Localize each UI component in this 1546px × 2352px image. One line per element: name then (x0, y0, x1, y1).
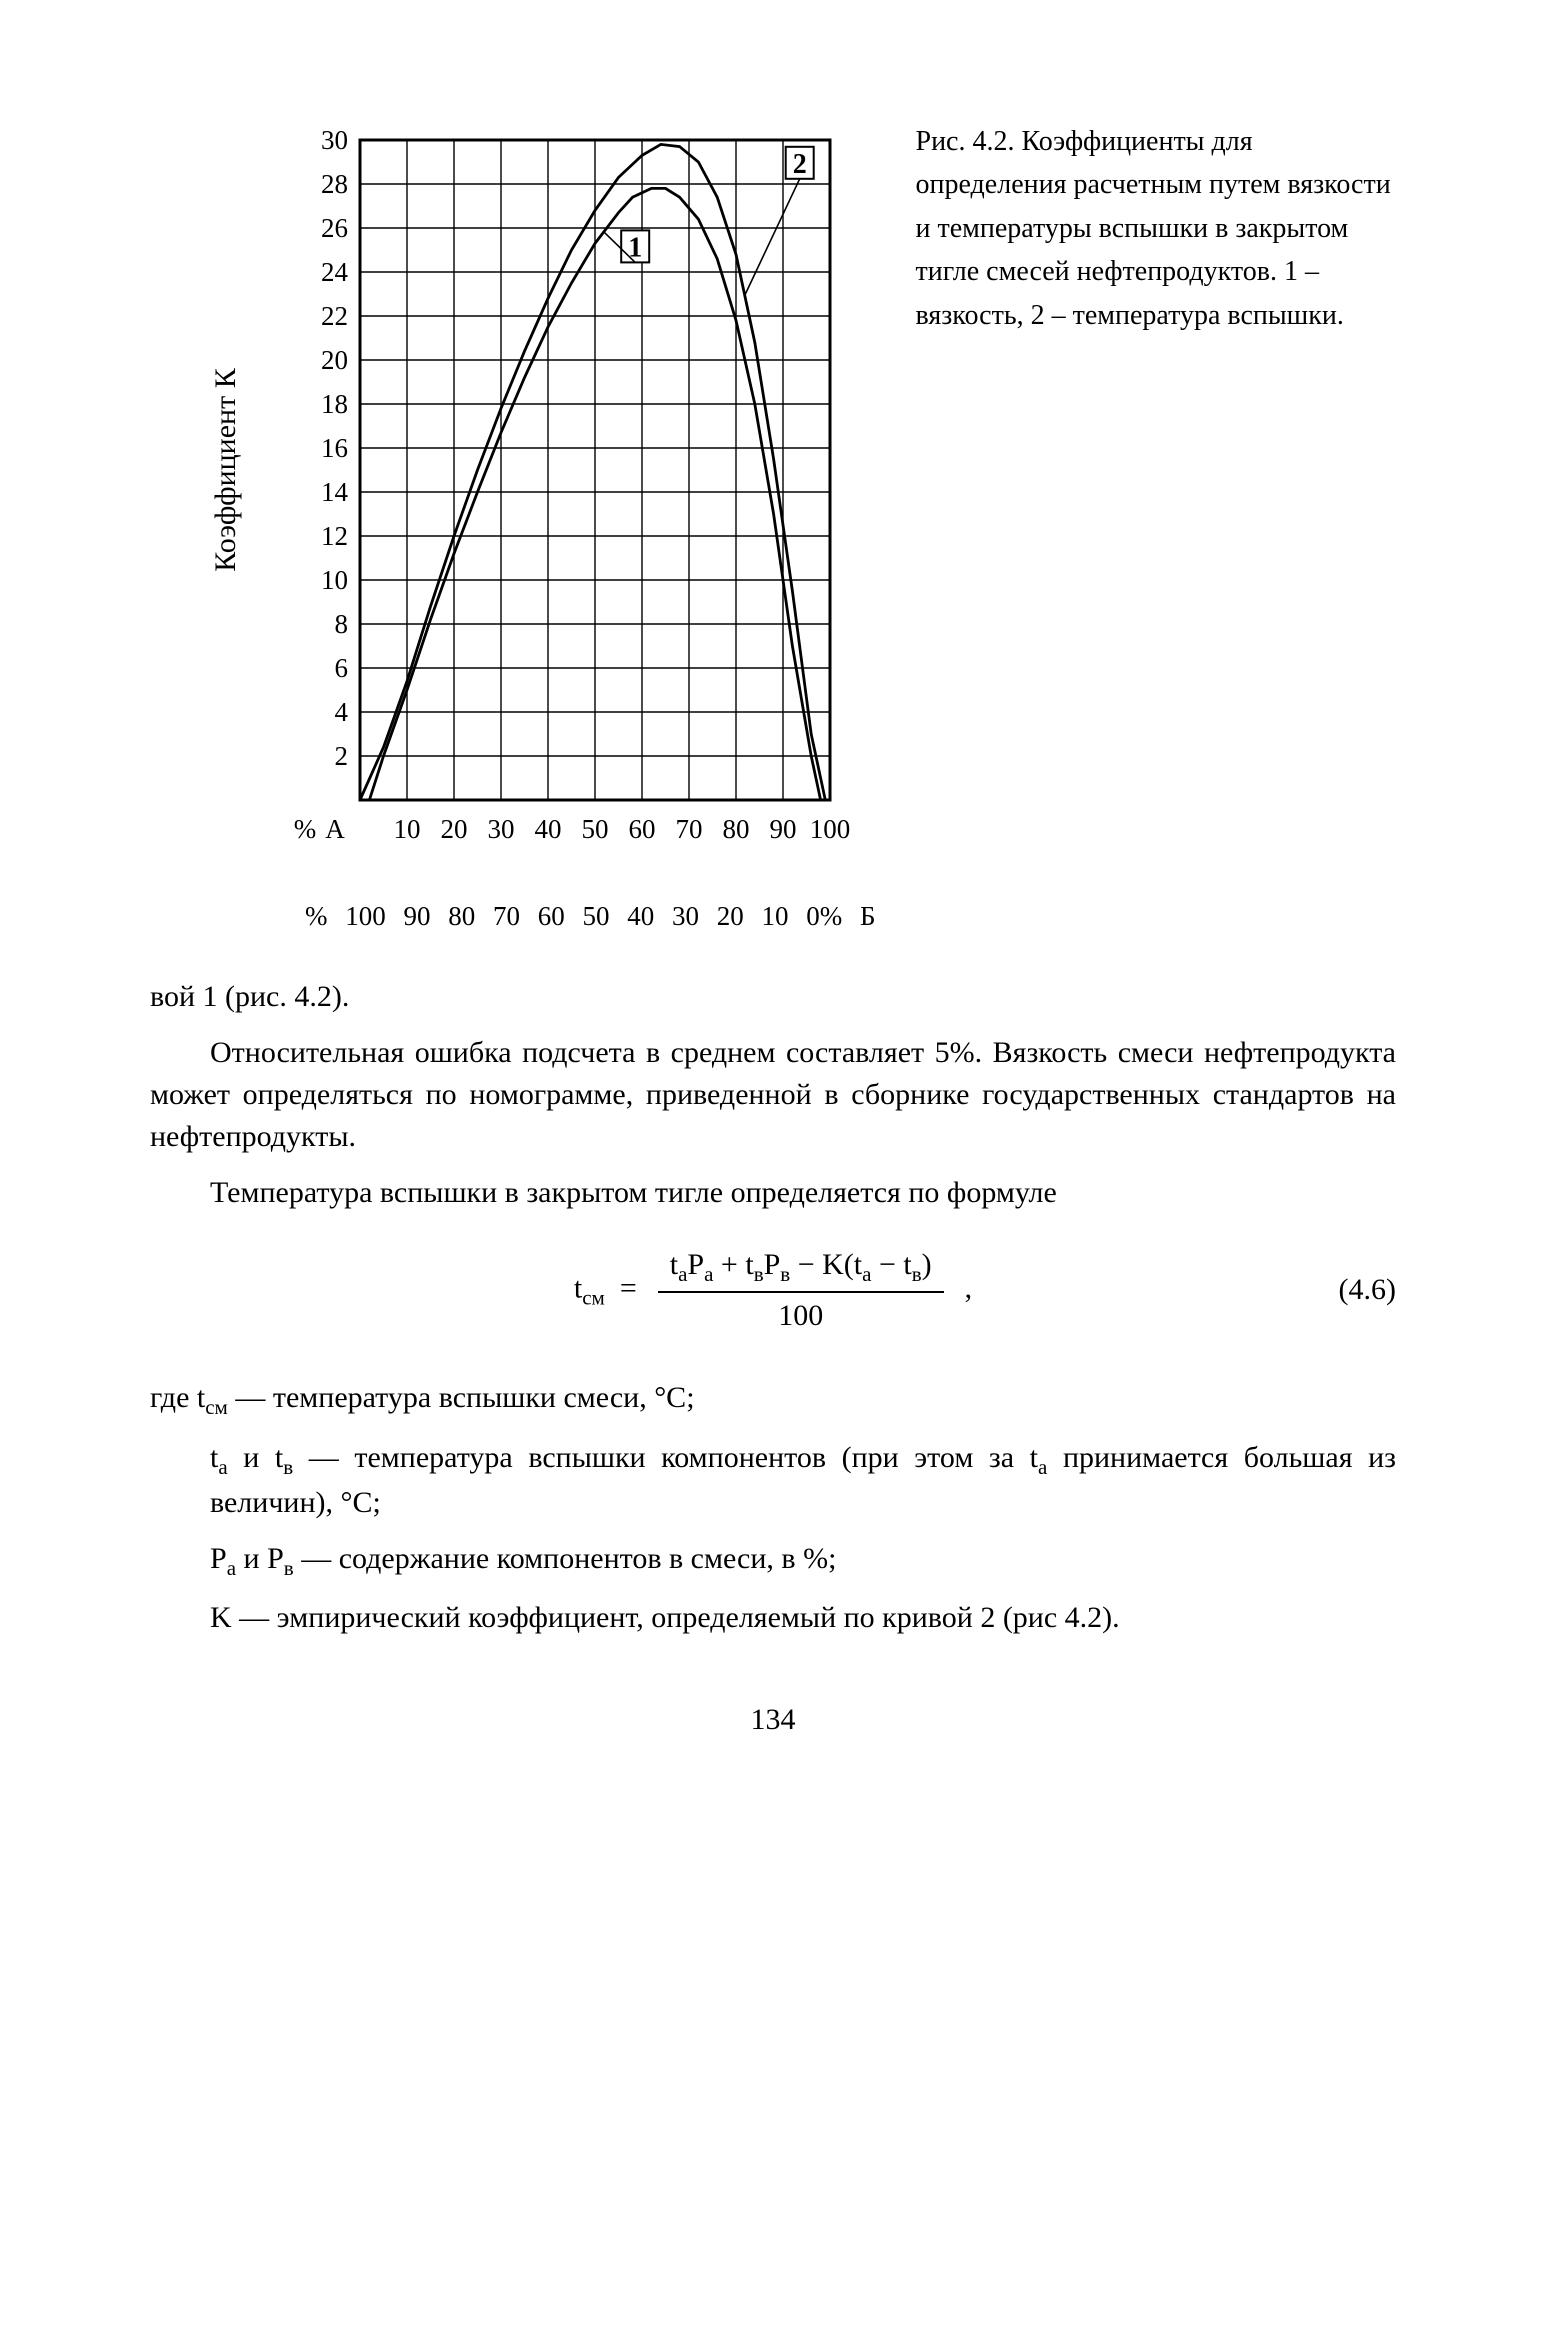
where-line-1: где tсм — температура вспышки смеси, °C; (150, 1377, 1396, 1422)
continuation-fragment: вой 1 (рис. 4.2). (150, 976, 1396, 1018)
svg-text:1: 1 (628, 232, 642, 263)
svg-text:30: 30 (488, 814, 515, 844)
numerator: tаPа + tвPв − K(tа − tв) (658, 1244, 944, 1293)
svg-text:4: 4 (335, 697, 349, 727)
coefficient-chart: 24681012141618202224262830Коэффициент К%… (150, 120, 850, 890)
svg-text:60: 60 (629, 814, 656, 844)
paragraph-2: Температура вспышки в закрытом тигле опр… (150, 1172, 1396, 1214)
equation-number: (4.6) (1276, 1269, 1396, 1311)
svg-text:2: 2 (793, 149, 807, 180)
paragraph-1: Относительная ошибка подсчета в среднем … (150, 1032, 1396, 1158)
svg-text:70: 70 (676, 814, 703, 844)
svg-text:90: 90 (770, 814, 797, 844)
svg-text:30: 30 (321, 125, 348, 155)
svg-text:10: 10 (321, 565, 348, 595)
svg-text:14: 14 (321, 477, 349, 507)
lhs-sub: см (582, 1285, 605, 1309)
svg-text:А: А (325, 814, 345, 844)
svg-text:Коэффициент К: Коэффициент К (209, 367, 242, 571)
where-line-2: tа и tв — температура вспышки компоненто… (210, 1437, 1396, 1524)
svg-text:18: 18 (321, 389, 348, 419)
svg-text:16: 16 (321, 433, 348, 463)
svg-text:28: 28 (321, 169, 348, 199)
svg-text:26: 26 (321, 213, 348, 243)
svg-text:50: 50 (582, 814, 609, 844)
figure-caption: Рис. 4.2. Коэффициенты для определения р… (916, 120, 1397, 936)
where-line-3: Pа и Pв — содержание компонентов в смеси… (210, 1538, 1396, 1583)
svg-text:40: 40 (535, 814, 562, 844)
lhs-t: t (574, 1271, 582, 1304)
caption-title: Рис. 4.2. (916, 126, 1015, 157)
svg-text:24: 24 (321, 257, 349, 287)
figure-and-caption: 24681012141618202224262830Коэффициент К%… (150, 120, 1396, 936)
where-line-4: K — эмпирический коэффициент, определяем… (210, 1597, 1396, 1639)
svg-text:20: 20 (321, 345, 348, 375)
svg-text:100: 100 (810, 814, 850, 844)
svg-text:%: % (294, 814, 317, 844)
fraction: tаPа + tвPв − K(tа − tв) 100 (658, 1244, 944, 1337)
svg-text:80: 80 (723, 814, 750, 844)
svg-text:6: 6 (335, 653, 349, 683)
svg-text:20: 20 (441, 814, 468, 844)
denominator: 100 (658, 1293, 944, 1337)
chart-container: 24681012141618202224262830Коэффициент К%… (150, 120, 876, 936)
formula-row: tсм = tаPа + tвPв − K(tа − tв) 100 , (4.… (150, 1244, 1396, 1337)
formula: tсм = tаPа + tвPв − K(tа − tв) 100 , (270, 1244, 1276, 1337)
svg-text:12: 12 (321, 521, 348, 551)
page-number: 134 (150, 1699, 1396, 1741)
x-axis-B-row: % 100 90 80 70 60 50 40 30 20 10 0% Б (305, 898, 876, 936)
svg-text:22: 22 (321, 301, 348, 331)
svg-text:2: 2 (335, 741, 349, 771)
svg-text:10: 10 (394, 814, 421, 844)
svg-text:8: 8 (335, 609, 349, 639)
